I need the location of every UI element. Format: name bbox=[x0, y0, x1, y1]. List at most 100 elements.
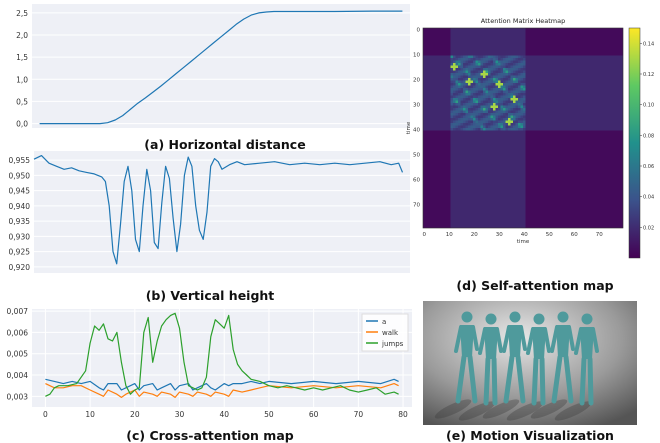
heatmap-cell bbox=[591, 166, 594, 169]
heatmap-cell bbox=[501, 48, 504, 51]
heatmap-cell bbox=[518, 38, 521, 41]
heatmap-cell bbox=[621, 101, 624, 104]
heatmap-cell bbox=[556, 51, 559, 54]
heatmap-cell bbox=[571, 83, 574, 86]
heatmap-cell bbox=[458, 91, 461, 94]
heatmap-cell bbox=[501, 103, 504, 106]
heatmap-cell bbox=[448, 181, 451, 184]
heatmap-cell bbox=[608, 41, 611, 44]
heatmap-cell bbox=[576, 33, 579, 36]
heatmap-cell bbox=[556, 76, 559, 79]
heatmap-cell bbox=[468, 113, 471, 116]
heatmap-cell bbox=[568, 103, 571, 106]
heatmap-cell bbox=[478, 158, 481, 161]
heatmap-cell bbox=[436, 176, 439, 179]
heatmap-cell bbox=[546, 151, 549, 154]
heatmap-cell bbox=[473, 148, 476, 151]
heatmap-cell bbox=[471, 166, 474, 169]
heatmap-cell bbox=[601, 83, 604, 86]
heatmap-cell bbox=[486, 28, 489, 31]
heatmap-cell bbox=[561, 151, 564, 154]
heatmap-cell bbox=[466, 68, 469, 71]
heatmap-cell bbox=[578, 106, 581, 109]
heatmap-cell bbox=[593, 88, 596, 91]
heatmap-cell bbox=[463, 178, 466, 181]
heatmap-cell bbox=[598, 118, 601, 121]
heatmap-cell bbox=[528, 173, 531, 176]
heatmap-cell bbox=[563, 101, 566, 104]
heatmap-cell bbox=[593, 63, 596, 66]
heatmap-cell bbox=[473, 66, 476, 69]
heatmap-cell bbox=[618, 141, 621, 144]
heatmap-cell bbox=[576, 143, 579, 146]
y-tick-label: 1,0 bbox=[16, 75, 28, 84]
heatmap-cell bbox=[461, 158, 464, 161]
heatmap-cell bbox=[428, 73, 431, 76]
heatmap-cell bbox=[496, 151, 499, 154]
heatmap-cell bbox=[513, 166, 516, 169]
heatmap-cell bbox=[578, 138, 581, 141]
heatmap-cell bbox=[581, 61, 584, 64]
heatmap-cell bbox=[531, 156, 534, 159]
heatmap-cell bbox=[508, 146, 511, 149]
heatmap-cell bbox=[438, 168, 441, 171]
heatmap-cell bbox=[563, 93, 566, 96]
heatmap-cell bbox=[471, 141, 474, 144]
heatmap-cell bbox=[533, 111, 536, 114]
heatmap-cell bbox=[448, 133, 451, 136]
heatmap-cell bbox=[621, 178, 624, 181]
heatmap-cell bbox=[446, 88, 449, 91]
heatmap-cell bbox=[558, 103, 561, 106]
heatmap-cell bbox=[608, 116, 611, 119]
heatmap-cell bbox=[613, 51, 616, 54]
heatmap-cell bbox=[481, 146, 484, 149]
heatmap-cell bbox=[583, 68, 586, 71]
heatmap-cell bbox=[496, 136, 499, 139]
heatmap-cell bbox=[591, 86, 594, 89]
heatmap-cell bbox=[526, 146, 529, 149]
heatmap-cell bbox=[576, 126, 579, 129]
heatmap-cell bbox=[491, 111, 494, 114]
heatmap-cell bbox=[546, 108, 549, 111]
heatmap-cell bbox=[536, 156, 539, 159]
heatmap-cell bbox=[541, 56, 544, 59]
heatmap-cell bbox=[561, 121, 564, 124]
heatmap-cell bbox=[433, 141, 436, 144]
heatmap-cell bbox=[538, 123, 541, 126]
heatmap-cell bbox=[548, 41, 551, 44]
heatmap-cell bbox=[576, 103, 579, 106]
heatmap-cell bbox=[463, 106, 466, 109]
heatmap-cell bbox=[608, 51, 611, 54]
heatmap-cell bbox=[508, 121, 511, 124]
heatmap-cell bbox=[573, 138, 576, 141]
heatmap-cell bbox=[606, 136, 609, 139]
heatmap-cell bbox=[456, 161, 459, 164]
heatmap-cell bbox=[526, 171, 529, 174]
heatmap-cell bbox=[493, 121, 496, 124]
heatmap-cell bbox=[488, 93, 491, 96]
heatmap-cell bbox=[531, 158, 534, 161]
heatmap-cell bbox=[586, 66, 589, 69]
heatmap-cell bbox=[553, 101, 556, 104]
heatmap-cell bbox=[501, 156, 504, 159]
heatmap-cell bbox=[568, 78, 571, 81]
heatmap-cell bbox=[453, 81, 456, 84]
heatmap-cell bbox=[436, 86, 439, 89]
heatmap-cell bbox=[546, 41, 549, 44]
heatmap-cell bbox=[468, 146, 471, 149]
heatmap-cell bbox=[536, 36, 539, 39]
heatmap-cell bbox=[583, 116, 586, 119]
heatmap-cell bbox=[471, 76, 474, 79]
heatmap-cell bbox=[546, 101, 549, 104]
heatmap-cell bbox=[498, 128, 501, 131]
heatmap-cell bbox=[448, 61, 451, 64]
heatmap-cell bbox=[491, 146, 494, 149]
heatmap-cell bbox=[526, 143, 529, 146]
heatmap-cell bbox=[501, 71, 504, 74]
heatmap-cell bbox=[583, 143, 586, 146]
heatmap-cell bbox=[571, 68, 574, 71]
heatmap-cell bbox=[543, 73, 546, 76]
heatmap-cell bbox=[458, 76, 461, 79]
heatmap-cell bbox=[573, 161, 576, 164]
heatmap-cell bbox=[541, 98, 544, 101]
